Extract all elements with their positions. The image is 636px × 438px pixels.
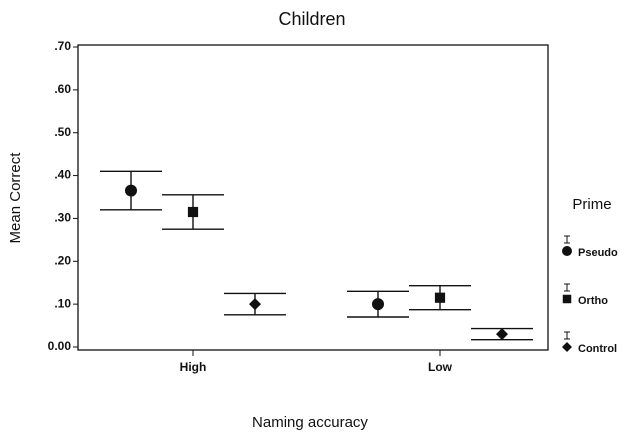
marker (434, 292, 446, 303)
marker (496, 328, 508, 341)
plot-frame (77, 44, 549, 351)
y-tick-label: .20 (54, 253, 71, 267)
legend-label: Ortho (578, 295, 608, 307)
marker (562, 342, 572, 352)
chart-title: Children (278, 9, 345, 29)
legend-errorbar (564, 283, 570, 292)
marker (249, 298, 261, 311)
legend-errorbar (564, 331, 570, 340)
legend-title: Prime (572, 196, 611, 213)
y-axis-label: Mean Correct (7, 152, 24, 244)
x-tick-label: High (180, 360, 207, 374)
legend-errorbar (564, 235, 570, 244)
legend-label: Control (578, 343, 617, 355)
legend-label: Pseudo (578, 247, 618, 259)
y-tick-label: .60 (54, 82, 71, 96)
x-axis-label: Naming accuracy (252, 414, 368, 431)
marker (372, 298, 384, 311)
y-tick-label: .50 (54, 125, 71, 139)
y-tick-label: .70 (54, 39, 71, 53)
y-tick-label: 0.00 (48, 339, 72, 353)
marker (187, 206, 199, 218)
y-tick-label: .40 (54, 168, 71, 182)
y-tick-label: .10 (54, 296, 71, 310)
marker (125, 184, 137, 197)
marker (562, 294, 572, 304)
y-tick-label: .30 (54, 211, 71, 225)
x-tick-label: Low (428, 360, 453, 374)
marker (562, 246, 572, 256)
